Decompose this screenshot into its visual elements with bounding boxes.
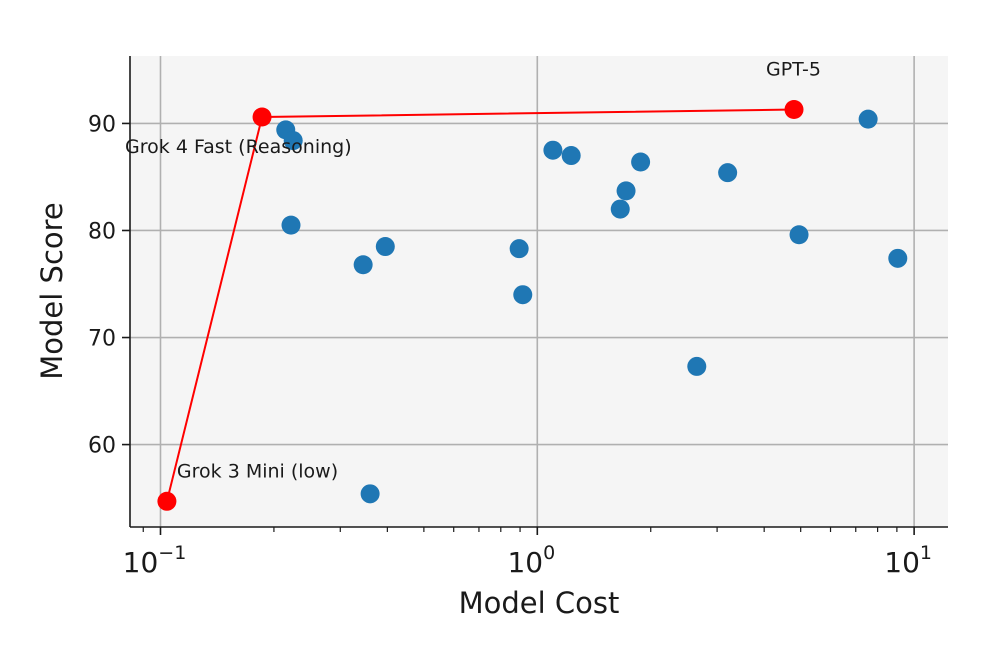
- axes: [129, 56, 948, 528]
- pareto-frontier: [157, 100, 804, 511]
- data-point: [353, 255, 373, 275]
- data-point: [610, 199, 630, 219]
- data-point: [631, 152, 651, 172]
- data-point: [375, 237, 395, 257]
- data-points: [276, 109, 908, 504]
- data-point: [561, 146, 581, 166]
- x-tick-label: 101: [884, 542, 932, 579]
- data-point: [789, 225, 809, 245]
- y-axis-title: Model Score: [35, 202, 69, 380]
- data-point: [513, 285, 533, 305]
- frontier-point: [157, 491, 177, 511]
- frontier-label: GPT-5: [766, 59, 821, 81]
- plot-area: [130, 56, 948, 527]
- frontier-point: [252, 107, 272, 127]
- frontier-label: Grok 3 Mini (low): [177, 460, 338, 482]
- data-point: [509, 239, 529, 259]
- x-tick-label: 10−1: [123, 542, 187, 579]
- ticks: 60 70 80 90 10−1 100 101: [88, 112, 932, 579]
- x-tick-label: 100: [507, 542, 555, 579]
- y-tick-label: 80: [88, 219, 116, 244]
- data-point: [616, 181, 636, 201]
- frontier-point: [784, 100, 804, 120]
- y-tick-label: 70: [88, 327, 116, 352]
- frontier-label: Grok 4 Fast (Reasoning): [125, 136, 352, 158]
- data-point: [718, 163, 738, 183]
- data-point: [858, 109, 878, 129]
- data-point: [283, 131, 303, 151]
- data-point: [360, 484, 380, 504]
- x-axis-title: Model Cost: [459, 586, 620, 620]
- annotations: Grok 3 Mini (low) Grok 4 Fast (Reasoning)…: [125, 59, 821, 483]
- data-point: [281, 215, 301, 235]
- y-tick-label: 60: [88, 434, 116, 459]
- data-point: [687, 356, 707, 376]
- y-tick-label: 90: [88, 112, 116, 137]
- data-point: [888, 248, 908, 268]
- data-point: [543, 140, 563, 160]
